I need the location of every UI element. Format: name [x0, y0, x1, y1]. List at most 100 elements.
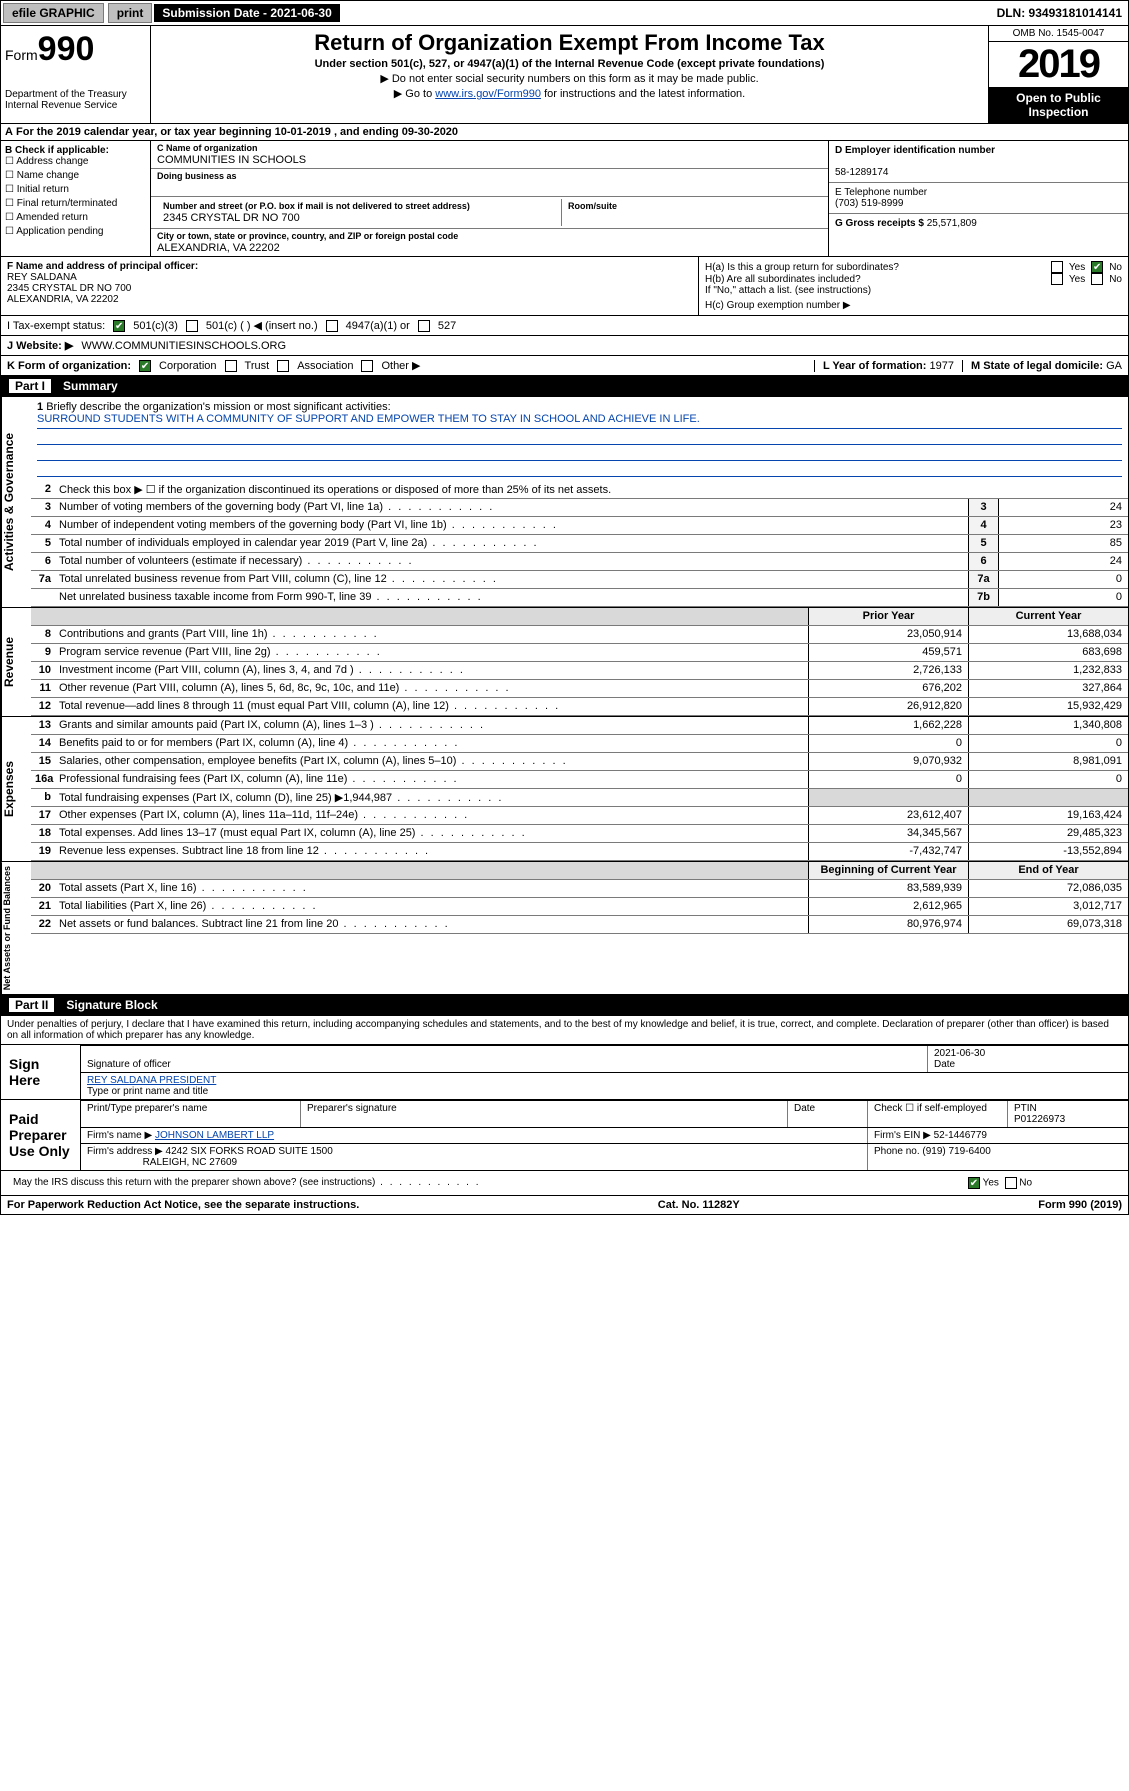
discuss-yes[interactable]: ✔ [968, 1177, 980, 1189]
k-assoc-lab: Association [297, 360, 353, 372]
q1-block: 1 Briefly describe the organization's mi… [31, 397, 1128, 481]
firm-addr1: 4242 SIX FORKS ROAD SUITE 1500 [166, 1146, 333, 1157]
sign-here-label: Sign Here [1, 1045, 81, 1099]
sig-officer-lab: Signature of officer [87, 1059, 171, 1070]
signature-block: Under penalties of perjury, I declare th… [0, 1016, 1129, 1196]
k-other[interactable] [361, 360, 373, 372]
ha-no[interactable]: ✔ [1091, 261, 1103, 273]
table-row: 8Contributions and grants (Part VIII, li… [31, 626, 1128, 644]
open-inspection: Open to Public Inspection [989, 87, 1128, 123]
omb-number: OMB No. 1545-0047 [989, 26, 1128, 42]
dba-lab: Doing business as [157, 171, 237, 181]
form-prefix: Form [5, 47, 38, 63]
block-fh: F Name and address of principal officer:… [0, 257, 1129, 316]
table-row: 12Total revenue—add lines 8 through 11 (… [31, 698, 1128, 716]
street: 2345 CRYSTAL DR NO 700 [163, 212, 300, 224]
part1-bar: Part I Summary [0, 376, 1129, 397]
prep-name-lab: Print/Type preparer's name [81, 1101, 301, 1127]
ein: 58-1289174 [835, 167, 888, 178]
website: WWW.COMMUNITIESINSCHOOLS.ORG [81, 340, 286, 352]
summary-exp: Expenses 13Grants and similar amounts pa… [0, 717, 1129, 862]
table-row: 5Total number of individuals employed in… [31, 535, 1128, 553]
print-button[interactable]: print [108, 3, 153, 23]
chk-name-change[interactable]: Name change [5, 170, 146, 181]
firm-name-lab: Firm's name ▶ [87, 1130, 152, 1141]
a-text: For the 2019 calendar year, or tax year … [16, 126, 458, 138]
discuss-text: May the IRS discuss this return with the… [13, 1177, 375, 1188]
head-begin: Beginning of Current Year [808, 862, 968, 879]
l-lab: L Year of formation: [823, 360, 927, 372]
discuss-no[interactable] [1005, 1177, 1017, 1189]
table-row: 17Other expenses (Part IX, column (A), l… [31, 807, 1128, 825]
hb-text: H(b) Are all subordinates included? [705, 274, 1045, 285]
hb-yes-lab: Yes [1069, 274, 1085, 285]
efile-button[interactable]: efile GRAPHIC [3, 3, 104, 23]
table-row: 16aProfessional fundraising fees (Part I… [31, 771, 1128, 789]
k-lab: K Form of organization: [7, 360, 131, 372]
k-trust-lab: Trust [245, 360, 270, 372]
table-row: 20Total assets (Part X, line 16)83,589,9… [31, 880, 1128, 898]
k-corp[interactable]: ✔ [139, 360, 151, 372]
k-trust[interactable] [225, 360, 237, 372]
k-assoc[interactable] [277, 360, 289, 372]
header-right: OMB No. 1545-0047 2019 Open to Public In… [988, 26, 1128, 123]
top-bar: efile GRAPHIC print Submission Date - 20… [0, 0, 1129, 26]
hb-no-lab: No [1109, 274, 1122, 285]
col-c: C Name of organizationCOMMUNITIES IN SCH… [151, 141, 828, 256]
gross-receipts: 25,571,809 [927, 218, 977, 229]
i-501c3[interactable]: ✔ [113, 320, 125, 332]
i-501c3-lab: 501(c)(3) [133, 320, 178, 332]
chk-address-change[interactable]: Address change [5, 156, 146, 167]
discuss-yes-lab: Yes [983, 1178, 999, 1189]
summary-rev: Revenue Prior YearCurrent Year 8Contribu… [0, 608, 1129, 717]
footer-mid: Cat. No. 11282Y [658, 1199, 740, 1211]
name-title-lab: Type or print name and title [87, 1086, 208, 1097]
hc-text: H(c) Group exemption number ▶ [705, 300, 1122, 311]
chk-final-return[interactable]: Final return/terminated [5, 198, 146, 209]
sig-date: 2021-06-30 [934, 1048, 985, 1059]
form-subtitle: Under section 501(c), 527, or 4947(a)(1)… [157, 58, 982, 70]
firm-name[interactable]: JOHNSON LAMBERT LLP [155, 1130, 274, 1141]
table-row: 4Number of independent voting members of… [31, 517, 1128, 535]
form-note-2: ▶ Go to www.irs.gov/Form990 for instruct… [157, 87, 982, 100]
i-501c[interactable] [186, 320, 198, 332]
department: Department of the Treasury Internal Reve… [5, 89, 146, 111]
i-527[interactable] [418, 320, 430, 332]
submission-date: Submission Date - 2021-06-30 [154, 4, 339, 22]
l-val: 1977 [930, 360, 954, 372]
part2-title: Signature Block [66, 998, 157, 1012]
mission-blank3 [37, 461, 1122, 477]
irs-link[interactable]: www.irs.gov/Form990 [435, 88, 541, 100]
prep-phone: (919) 719-6400 [922, 1146, 990, 1157]
g-lab: G Gross receipts $ [835, 218, 924, 229]
table-row: 3Number of voting members of the governi… [31, 499, 1128, 517]
col-b: B Check if applicable: Address change Na… [1, 141, 151, 256]
mission-text: SURROUND STUDENTS WITH A COMMUNITY OF SU… [37, 413, 1122, 429]
i-4947[interactable] [326, 320, 338, 332]
ptin: P01226973 [1014, 1114, 1065, 1125]
hb-no[interactable] [1091, 273, 1103, 285]
j-lab: J Website: ▶ [7, 339, 73, 352]
ha-yes[interactable] [1051, 261, 1063, 273]
chk-initial-return[interactable]: Initial return [5, 184, 146, 195]
chk-app-pending[interactable]: Application pending [5, 226, 146, 237]
phone-lab: Phone no. [874, 1146, 920, 1157]
mission-blank1 [37, 429, 1122, 445]
chk-amended[interactable]: Amended return [5, 212, 146, 223]
table-row: 14Benefits paid to or for members (Part … [31, 735, 1128, 753]
col-f: F Name and address of principal officer:… [1, 257, 698, 315]
dln: DLN: 93493181014141 [997, 6, 1128, 20]
col-deg: D Employer identification number58-12891… [828, 141, 1128, 256]
header-title-block: Return of Organization Exempt From Incom… [151, 26, 988, 123]
hb-yes[interactable] [1051, 273, 1063, 285]
org-name: COMMUNITIES IN SCHOOLS [157, 154, 306, 166]
form-header: Form990 Department of the Treasury Inter… [0, 26, 1129, 124]
officer-name-title[interactable]: REY SALDANA PRESIDENT [87, 1075, 216, 1086]
sig-date-lab: Date [934, 1059, 955, 1070]
col-h: H(a) Is this a group return for subordin… [698, 257, 1128, 315]
firm-ein-lab: Firm's EIN ▶ [874, 1130, 931, 1141]
f-lab: F Name and address of principal officer: [7, 261, 198, 272]
part1-title: Summary [63, 379, 118, 393]
form-number: 990 [38, 30, 95, 68]
table-row: 6Total number of volunteers (estimate if… [31, 553, 1128, 571]
